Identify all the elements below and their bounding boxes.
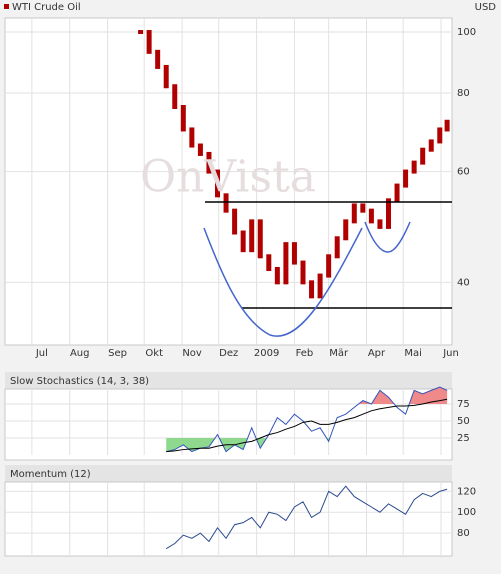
candle	[274, 267, 280, 285]
candle	[403, 169, 409, 188]
candle	[155, 49, 161, 69]
candle	[334, 236, 340, 259]
candle	[240, 230, 246, 253]
candle	[411, 160, 417, 174]
y-tick-label: 60	[457, 167, 470, 178]
cup-curve	[203, 227, 363, 337]
candle	[444, 119, 450, 132]
series-line	[165, 485, 448, 550]
watermark: OnVista	[140, 152, 316, 203]
x-tick-label: Jun	[442, 348, 459, 359]
candle	[257, 219, 263, 259]
candle	[368, 208, 374, 224]
candle	[326, 254, 332, 278]
candle	[197, 143, 203, 156]
candle	[180, 104, 186, 132]
x-tick-label: Mai	[404, 348, 422, 359]
x-tick-label: Jul	[35, 348, 48, 359]
x-tick-label: Dez	[219, 348, 238, 359]
candle	[394, 183, 400, 203]
series-line	[166, 398, 448, 453]
candle	[351, 203, 357, 224]
y-tick-label: 75	[457, 399, 470, 410]
candle	[206, 151, 212, 174]
legend-label: WTI Crude Oil	[12, 2, 81, 13]
panel-header	[5, 465, 452, 482]
candle	[189, 127, 195, 148]
momentum-panel	[4, 481, 453, 557]
candle	[420, 147, 426, 165]
candle	[360, 203, 366, 213]
x-tick-label: Mär	[329, 348, 349, 359]
candle	[163, 64, 169, 89]
x-tick-label: Okt	[145, 348, 163, 359]
candle	[309, 280, 315, 299]
candle	[385, 198, 391, 229]
y-tick-label: 80	[457, 528, 470, 539]
candle	[249, 219, 255, 253]
legend-swatch	[4, 4, 9, 9]
candle	[146, 30, 152, 54]
x-tick-label: Aug	[70, 348, 90, 359]
y-tick-label: 100	[457, 27, 476, 38]
x-tick-label: Apr	[368, 348, 386, 359]
unit-label: USD	[475, 2, 497, 13]
y-tick-label: 25	[457, 433, 470, 444]
threshold-fill	[166, 438, 448, 452]
candle	[232, 208, 238, 235]
plot-layer: 100 80 60 40 Jul Aug Sep Okt Nov Dez 2009 Feb Mär Apr…	[5, 18, 476, 555]
y-tick-label: 40	[457, 277, 470, 288]
y-tick-label: 50	[457, 416, 470, 427]
panel-header	[5, 372, 452, 389]
candle	[377, 219, 383, 229]
x-tick-label: 2009	[254, 348, 279, 359]
price-panel	[4, 17, 453, 346]
y-tick-label: 100	[457, 507, 476, 518]
candle	[291, 242, 297, 265]
panel-title: Slow Stochastics (14, 3, 38)	[10, 376, 149, 387]
candle	[317, 273, 323, 299]
threshold-fill	[166, 387, 448, 404]
candle	[283, 242, 289, 285]
candle	[215, 169, 221, 198]
y-tick-label: 80	[457, 88, 470, 99]
candle	[172, 84, 178, 109]
panel-title: Momentum (12)	[10, 469, 91, 480]
candle	[300, 260, 306, 285]
candle	[223, 193, 229, 213]
candle	[428, 139, 434, 152]
candle	[266, 254, 272, 272]
candle	[138, 30, 144, 35]
x-tick-label: Sep	[108, 348, 127, 359]
candle	[437, 127, 443, 144]
candle	[343, 219, 349, 241]
series-line	[166, 386, 448, 453]
handle-curve	[364, 221, 411, 253]
x-tick-label: Nov	[182, 348, 202, 359]
x-tick-label: Feb	[296, 348, 314, 359]
y-tick-label: 120	[457, 486, 476, 497]
